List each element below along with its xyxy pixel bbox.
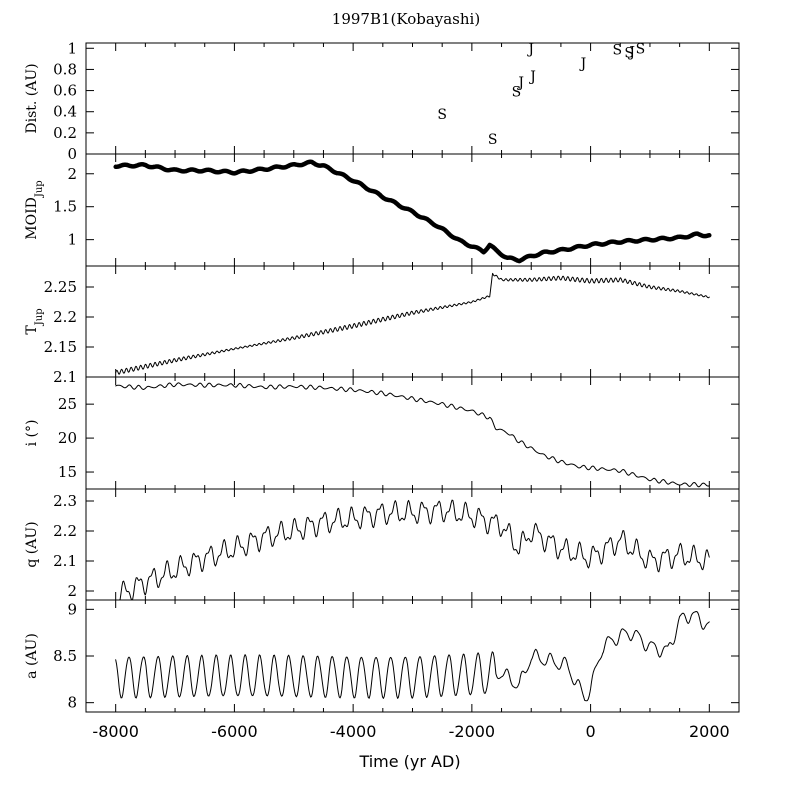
encounter-label: S [613,42,623,58]
y-tick-label: 0.8 [53,60,77,78]
y-axis-title: i (°) [24,420,40,447]
y-tick-label: 2.3 [53,492,77,510]
y-axis-title-main: i (°) [24,420,40,447]
y-axis-title-main: a (AU) [24,633,40,679]
y-tick-label: 15 [58,463,77,481]
x-axis-title: Time (yr AD) [358,752,460,771]
y-tick-label: 1 [67,39,77,57]
y-tick-label: 8.5 [53,647,77,665]
y-tick-label: 0.4 [53,103,77,121]
y-tick-label: 20 [58,429,77,447]
y-axis-title: q (AU) [24,521,40,567]
y-tick-label: 2 [67,582,77,600]
y-tick-label: 2.2 [53,308,77,326]
panel-a: 8 8.5 9 a (AU) [24,599,740,713]
encounter-label: S [624,46,634,62]
y-axis-title-main: MOID [24,197,40,240]
y-axis-title: Dist. (AU) [24,63,40,133]
series-line-tjup [115,272,710,375]
y-axis-title-subscript: Jup [34,308,45,326]
encounter-label: J [516,75,524,91]
series-line-moid [113,159,712,264]
x-tick-label: -2000 [449,722,496,741]
encounter-label: S [512,85,522,101]
encounter-label: J [579,56,587,72]
y-axis-title-main: q (AU) [24,521,40,567]
panel-moid: 1 1.5 2 MOIDJup [24,153,740,267]
y-tick-label: 2.15 [44,338,77,356]
y-tick-label: 2.25 [44,278,77,296]
y-axis-title-subscript: Jup [34,180,45,198]
encounter-label: S [488,132,498,148]
x-tick-label: -6000 [211,722,258,741]
encounter-label: J [528,69,536,85]
encounter-label: S [636,41,646,57]
y-axis-title: TJup [24,308,45,334]
y-tick-label: 25 [58,395,77,413]
y-tick-label: 0 [67,145,77,163]
y-tick-label: 1 [67,231,77,249]
y-tick-label: 8 [67,694,77,712]
series-line-a [115,611,710,702]
x-tick-label: 0 [585,722,595,741]
y-tick-label: 2.2 [53,522,77,540]
y-axis-title: a (AU) [24,633,40,679]
y-tick-label: 2.1 [53,368,77,386]
y-tick-label: 0.6 [53,82,77,100]
series-line-incl [115,382,710,488]
y-axis-title: MOIDJup [24,180,45,239]
encounter-label: S [437,107,447,123]
x-axis: -8000 -6000 -4000 -2000 0 2000 [92,722,729,741]
chart-title: 1997B1(Kobayashi) [332,10,480,28]
x-tick-label: -4000 [330,722,377,741]
encounter-label: J [526,41,534,57]
x-tick-label: -8000 [92,722,139,741]
y-tick-label: 9 [67,600,77,618]
y-axis-title-main: Dist. (AU) [24,63,40,133]
panel-tjup: 2.1 2.15 2.2 2.25 TJup [24,265,740,386]
y-tick-label: 1.5 [53,198,77,216]
y-tick-label: 2.1 [53,552,77,570]
y-tick-label: 0.2 [53,124,77,142]
encounter-label: J [627,44,635,60]
series-line-q [115,499,710,601]
x-tick-label: 2000 [689,722,730,741]
y-tick-label: 2 [67,165,77,183]
y-axis-title-main: T [24,325,40,335]
